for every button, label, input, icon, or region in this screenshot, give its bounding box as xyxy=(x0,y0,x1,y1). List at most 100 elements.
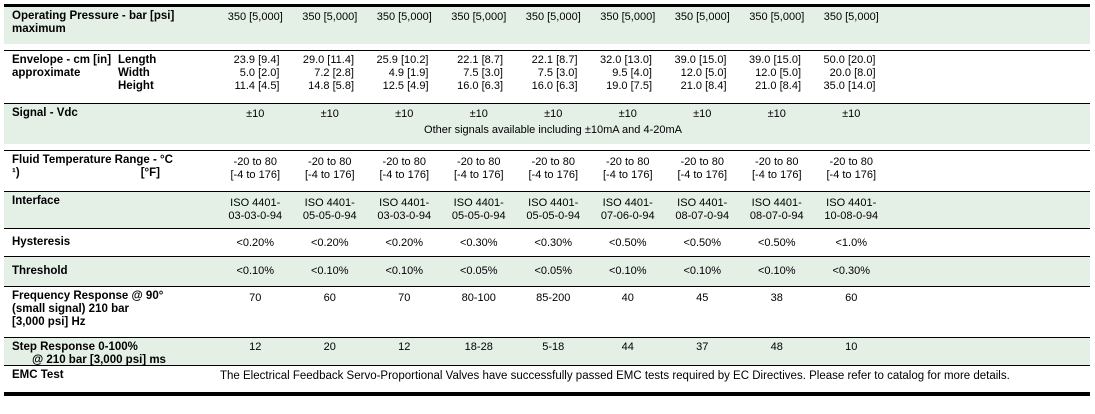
label-line: Height xyxy=(118,80,154,92)
step-response-values: 12 20 12 18-28 5-18 44 37 48 10 xyxy=(218,338,889,367)
table-cell: ±10 xyxy=(767,108,786,120)
label-line: Fluid Temperature Range - °C xyxy=(12,154,173,166)
label-line: Operating Pressure - bar [psi] xyxy=(12,10,175,22)
table-cell: 22.1 [8.7] 7.5 [3.0] 16.0 [6.3] xyxy=(531,54,578,92)
label-line: [°F] xyxy=(140,167,160,179)
row-envelope: Envelope - cm [in] approximate Length Wi… xyxy=(4,51,1090,104)
label-line: [3,000 psi] Hz xyxy=(12,316,86,328)
table-cell: 39.0 [15.0] 12.0 [5.0] 21.0 [8.4] xyxy=(749,54,801,92)
signal-note: Other signals available including ±10mA … xyxy=(424,124,682,136)
frequency-response-values: 70 60 70 80-100 85-200 40 45 38 60 xyxy=(218,287,889,329)
signal-label: Signal - Vdc xyxy=(12,107,78,119)
table-cell: -20 to 80 [-4 to 176] xyxy=(677,156,728,181)
row-signal: Signal - Vdc ±10 ±10 ±10 ±10 ±10 ±10 ±10… xyxy=(4,104,1090,151)
table-cell: 10 xyxy=(845,341,858,353)
table-cell: -20 to 80 [-4 to 176] xyxy=(602,156,653,181)
hysteresis-label: Hysteresis xyxy=(12,236,71,248)
table-cell: 70 xyxy=(249,292,262,304)
row-operating-pressure: Operating Pressure - bar [psi] maximum 3… xyxy=(4,7,1090,51)
table-cell: ISO 4401- 05-05-0-94 xyxy=(526,197,581,222)
table-cell: <0.20% xyxy=(236,237,275,249)
table-cell: 45 xyxy=(696,292,709,304)
table-cell: ±10 xyxy=(693,108,712,120)
table-cell: ±10 xyxy=(469,108,488,120)
table-cell: ±10 xyxy=(395,108,414,120)
table-cell: -20 to 80 [-4 to 176] xyxy=(751,156,802,181)
table-cell: 60 xyxy=(323,292,336,304)
table-cell: <0.05% xyxy=(459,265,498,277)
table-cell: <0.20% xyxy=(385,237,424,249)
table-cell: 80-100 xyxy=(461,292,496,304)
threshold-values: <0.10% <0.10% <0.10% <0.05% <0.05% <0.10… xyxy=(218,257,889,278)
table-cell: 32.0 [13.0] 9.5 [4.0] 19.0 [7.5] xyxy=(600,54,652,92)
label-line: Envelope - cm [in] approximate xyxy=(12,54,112,79)
table-cell: 60 xyxy=(845,292,858,304)
table-cell: 350 [5,000] xyxy=(227,11,283,23)
table-cell: <0.30% xyxy=(534,237,573,249)
table-cell: <0.30% xyxy=(832,265,871,277)
table-cell: 25.9 [10.2] 4.9 [1.9] 12.5 [4.9] xyxy=(376,54,429,92)
table-cell: ±10 xyxy=(618,108,637,120)
table-cell: <0.50% xyxy=(683,237,722,249)
row-threshold: Threshold <0.10% <0.10% <0.10% <0.05% <0… xyxy=(4,257,1090,287)
table-cell: -20 to 80 [-4 to 176] xyxy=(230,156,281,181)
frequency-response-label: Frequency Response @ 90° (small signal) … xyxy=(4,287,218,329)
table-cell: <0.10% xyxy=(757,265,796,277)
step-response-label: Step Response 0-100% @ 210 bar [3,000 ps… xyxy=(4,338,218,367)
table-cell: <0.05% xyxy=(534,265,573,277)
label-line: Length xyxy=(118,54,157,66)
row-step-response: Step Response 0-100% @ 210 bar [3,000 ps… xyxy=(4,338,1090,366)
table-cell: ±10 xyxy=(544,108,563,120)
fluid-temperature-label: Fluid Temperature Range - °C ¹) [°F] xyxy=(4,151,218,182)
label-line: maximum xyxy=(12,23,66,35)
table-cell: <0.20% xyxy=(310,237,349,249)
table-cell: 23.9 [9.4] 5.0 [2.0] 11.4 [4.5] xyxy=(233,54,280,92)
label-line: (small signal) 210 bar xyxy=(12,303,129,315)
table-cell: ISO 4401- 08-07-0-94 xyxy=(675,197,730,222)
table-cell: ISO 4401- 03-03-0-94 xyxy=(228,197,283,222)
table-cell: 5-18 xyxy=(542,341,565,353)
table-cell: 40 xyxy=(621,292,634,304)
table-cell: <0.10% xyxy=(385,265,424,277)
table-cell: 12 xyxy=(398,341,411,353)
table-cell: 350 [5,000] xyxy=(674,11,730,23)
table-cell: 29.0 [11.4] 7.2 [2.8] 14.8 [5.8] xyxy=(302,54,354,92)
table-cell: ISO 4401- 05-05-0-94 xyxy=(451,197,506,222)
table-cell: -20 to 80 [-4 to 176] xyxy=(453,156,504,181)
table-cell: <0.50% xyxy=(757,237,796,249)
table-cell: <0.10% xyxy=(683,265,722,277)
table-cell: ±10 xyxy=(246,108,265,120)
label-line: Frequency Response @ 90° xyxy=(12,290,164,302)
fluid-temperature-values: -20 to 80 [-4 to 176] -20 to 80 [-4 to 176… xyxy=(218,151,889,182)
table-cell: 350 [5,000] xyxy=(749,11,805,23)
table-cell: 350 [5,000] xyxy=(525,11,581,23)
table-cell: ISO 4401- 10-08-0-94 xyxy=(824,197,879,222)
table-cell: 20 xyxy=(323,341,336,353)
operating-pressure-values: 350 [5,000] 350 [5,000] 350 [5,000] 350 … xyxy=(218,7,889,36)
table-cell: -20 to 80 [-4 to 176] xyxy=(379,156,430,181)
label-line: @ 210 bar [3,000 psi] ms xyxy=(32,354,166,366)
table-cell: 50.0 [20.0] 20.0 [8.0] 35.0 [14.0] xyxy=(823,54,876,92)
envelope-sub-labels: Length Width Height xyxy=(118,54,156,93)
row-emc-test: EMC Test The Electrical Feedback Servo-P… xyxy=(4,366,1090,392)
table-cell: <0.30% xyxy=(459,237,498,249)
table-cell: 350 [5,000] xyxy=(600,11,656,23)
label-line: Step Response 0-100% xyxy=(12,341,138,353)
emc-test-text: The Electrical Feedback Servo-Proportion… xyxy=(220,370,1010,382)
row-interface: Interface ISO 4401- 03-03-0-94 ISO 4401- 0… xyxy=(4,192,1090,229)
table-cell: 18-28 xyxy=(464,341,493,353)
table-cell: <0.10% xyxy=(236,265,275,277)
table-cell: ±10 xyxy=(320,108,339,120)
threshold-label: Threshold xyxy=(12,265,68,277)
signal-values: ±10 ±10 ±10 ±10 ±10 ±10 ±10 ±10 ±10 xyxy=(218,104,889,121)
table-cell: <0.50% xyxy=(608,237,647,249)
table-cell: <0.10% xyxy=(310,265,349,277)
hysteresis-values: <0.20% <0.20% <0.20% <0.30% <0.30% <0.50… xyxy=(218,229,889,250)
table-cell: 350 [5,000] xyxy=(302,11,358,23)
table-cell: 70 xyxy=(398,292,411,304)
table-cell: 44 xyxy=(621,341,634,353)
envelope-values: 23.9 [9.4] 5.0 [2.0] 11.4 [4.5] 29.0 [11.4… xyxy=(218,51,889,93)
table-cell: 350 [5,000] xyxy=(823,11,879,23)
label-line: Width xyxy=(118,67,150,79)
envelope-label: Envelope - cm [in] approximate Length Wi… xyxy=(4,51,218,93)
